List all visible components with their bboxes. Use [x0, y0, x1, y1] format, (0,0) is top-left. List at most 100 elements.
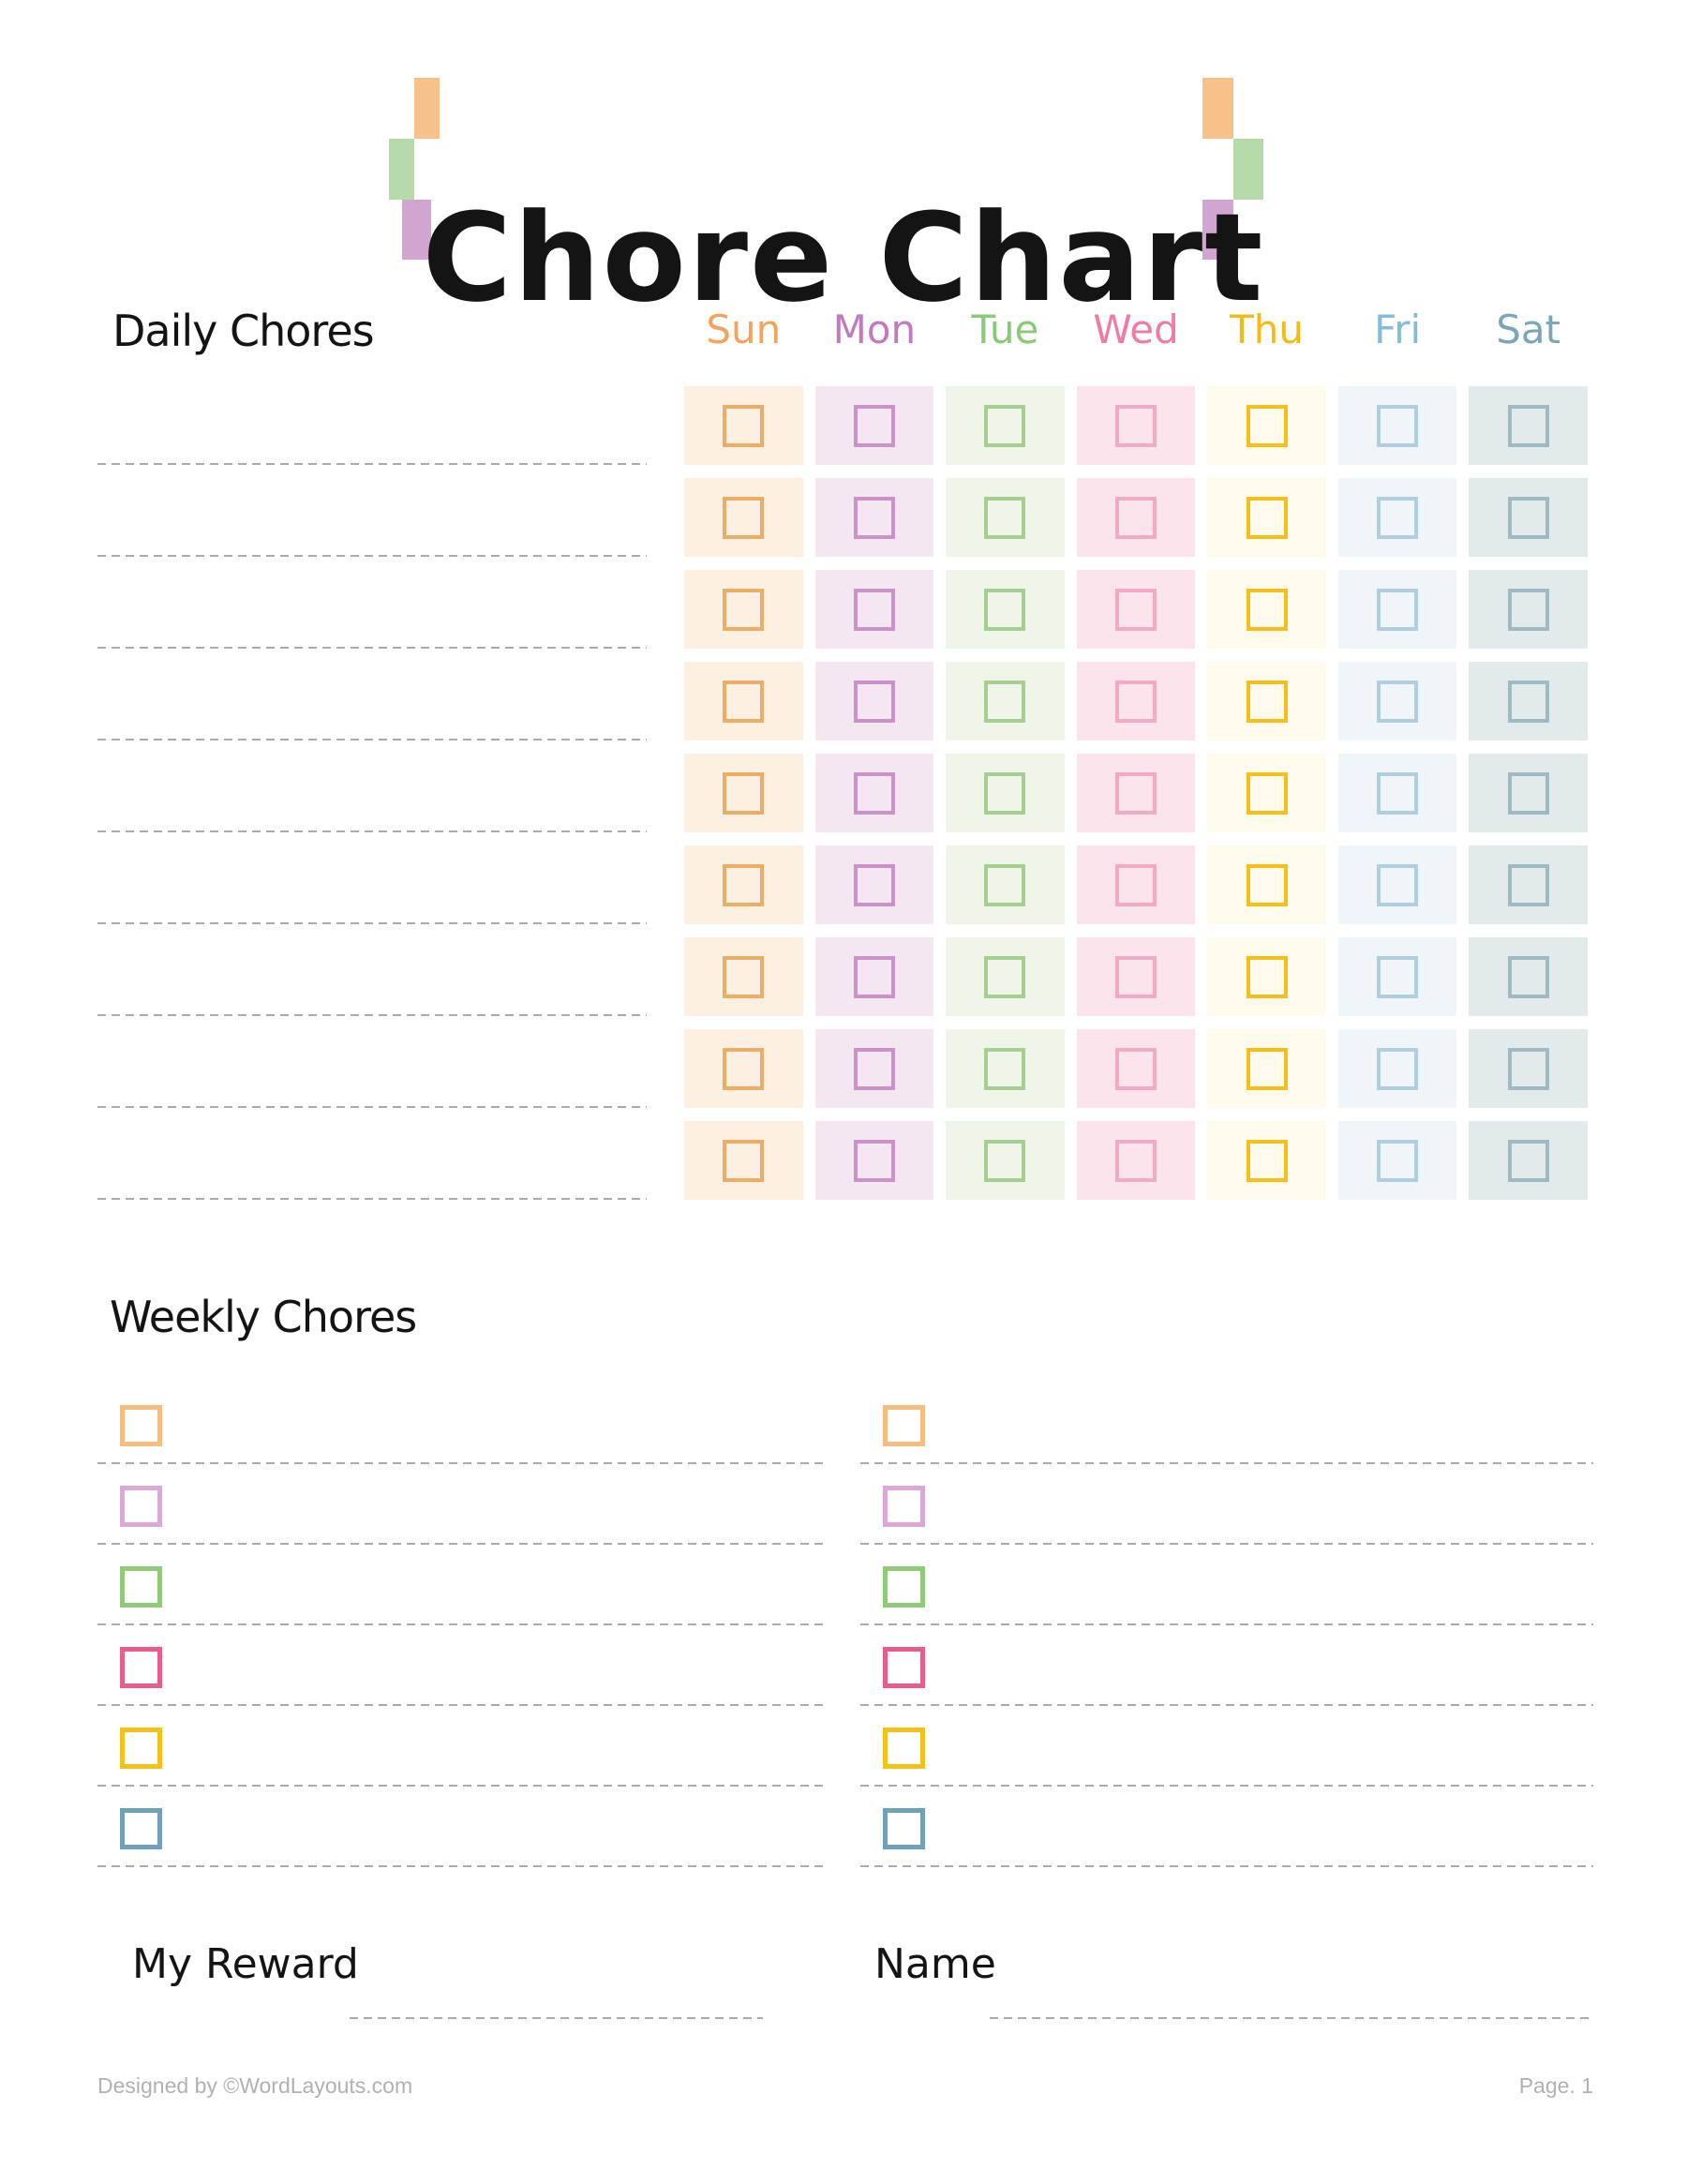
daily-checkbox-thu[interactable]: [1246, 496, 1288, 539]
my-reward-input-line[interactable]: [350, 2017, 763, 2019]
weekly-chore-line[interactable]: [860, 1623, 1593, 1625]
daily-checkbox-wed[interactable]: [1114, 496, 1157, 539]
daily-checkbox-tue[interactable]: [984, 496, 1026, 539]
daily-checkbox-tue[interactable]: [984, 404, 1026, 447]
weekly-chore-line[interactable]: [97, 1623, 825, 1625]
daily-checkbox-fri[interactable]: [1377, 955, 1419, 998]
daily-checkbox-thu[interactable]: [1246, 1139, 1288, 1182]
weekly-checkbox[interactable]: [120, 1808, 162, 1849]
daily-checkbox-fri[interactable]: [1377, 771, 1419, 815]
weekly-chore-line[interactable]: [860, 1785, 1593, 1787]
weekly-checkbox[interactable]: [120, 1647, 162, 1688]
daily-checkbox-mon[interactable]: [853, 771, 895, 815]
daily-checkbox-wed[interactable]: [1114, 955, 1157, 998]
daily-checkbox-sat[interactable]: [1507, 496, 1549, 539]
weekly-checkbox[interactable]: [120, 1405, 162, 1446]
daily-checkbox-sun[interactable]: [723, 771, 765, 815]
daily-chore-line[interactable]: [97, 1106, 647, 1108]
daily-checkbox-fri[interactable]: [1377, 680, 1419, 723]
weekly-chore-line[interactable]: [860, 1704, 1593, 1706]
daily-checkbox-mon[interactable]: [853, 680, 895, 723]
daily-chore-line[interactable]: [97, 463, 647, 465]
weekly-checkbox[interactable]: [120, 1486, 162, 1527]
daily-checkbox-mon[interactable]: [853, 955, 895, 998]
daily-checkbox-wed[interactable]: [1114, 1139, 1157, 1182]
weekly-chore-line[interactable]: [860, 1543, 1593, 1545]
weekly-chore-line[interactable]: [97, 1462, 825, 1464]
daily-chore-line[interactable]: [97, 555, 647, 557]
daily-checkbox-mon[interactable]: [853, 496, 895, 539]
weekly-checkbox[interactable]: [120, 1728, 162, 1769]
daily-cell-wed: [1076, 754, 1196, 832]
weekly-checkbox[interactable]: [883, 1405, 925, 1446]
daily-checkbox-tue[interactable]: [984, 771, 1026, 815]
daily-checkbox-thu[interactable]: [1246, 863, 1288, 906]
daily-checkbox-fri[interactable]: [1377, 496, 1419, 539]
daily-checkbox-thu[interactable]: [1246, 404, 1288, 447]
daily-checkbox-sun[interactable]: [723, 680, 765, 723]
daily-chore-line[interactable]: [97, 739, 647, 740]
weekly-checkbox[interactable]: [883, 1486, 925, 1527]
daily-checkbox-thu[interactable]: [1246, 1047, 1288, 1090]
daily-checkbox-sun[interactable]: [723, 955, 765, 998]
daily-checkbox-sun[interactable]: [723, 588, 765, 631]
daily-checkbox-wed[interactable]: [1114, 680, 1157, 723]
daily-checkbox-fri[interactable]: [1377, 863, 1419, 906]
daily-checkbox-fri[interactable]: [1377, 1047, 1419, 1090]
daily-checkbox-mon[interactable]: [853, 404, 895, 447]
daily-checkbox-mon[interactable]: [853, 1047, 895, 1090]
daily-checkbox-sat[interactable]: [1507, 863, 1549, 906]
daily-checkbox-fri[interactable]: [1377, 1139, 1419, 1182]
daily-checkbox-sat[interactable]: [1507, 404, 1549, 447]
weekly-checkbox[interactable]: [883, 1728, 925, 1769]
daily-checkbox-sun[interactable]: [723, 496, 765, 539]
daily-checkbox-thu[interactable]: [1246, 955, 1288, 998]
weekly-checkbox[interactable]: [883, 1566, 925, 1608]
daily-checkbox-sun[interactable]: [723, 1047, 765, 1090]
weekly-checkbox[interactable]: [883, 1808, 925, 1849]
weekly-chore-line[interactable]: [97, 1865, 825, 1867]
daily-checkbox-tue[interactable]: [984, 1139, 1026, 1182]
daily-checkbox-tue[interactable]: [984, 955, 1026, 998]
daily-checkbox-fri[interactable]: [1377, 588, 1419, 631]
daily-checkbox-tue[interactable]: [984, 1047, 1026, 1090]
daily-checkbox-wed[interactable]: [1114, 588, 1157, 631]
daily-checkbox-sat[interactable]: [1507, 588, 1549, 631]
daily-checkbox-sun[interactable]: [723, 404, 765, 447]
daily-checkbox-tue[interactable]: [984, 680, 1026, 723]
weekly-chore-line[interactable]: [97, 1543, 825, 1545]
daily-chore-line[interactable]: [97, 647, 647, 649]
daily-chore-line[interactable]: [97, 1014, 647, 1016]
daily-chore-line[interactable]: [97, 830, 647, 832]
daily-checkbox-sun[interactable]: [723, 1139, 765, 1182]
daily-checkbox-sat[interactable]: [1507, 771, 1549, 815]
daily-checkbox-wed[interactable]: [1114, 863, 1157, 906]
name-input-line[interactable]: [990, 2017, 1593, 2019]
weekly-chore-line[interactable]: [860, 1865, 1593, 1867]
daily-checkbox-tue[interactable]: [984, 588, 1026, 631]
daily-checkbox-mon[interactable]: [853, 1139, 895, 1182]
weekly-checkbox[interactable]: [883, 1647, 925, 1688]
daily-checkbox-sat[interactable]: [1507, 955, 1549, 998]
daily-checkbox-sat[interactable]: [1507, 1047, 1549, 1090]
daily-checkbox-sat[interactable]: [1507, 680, 1549, 723]
daily-checkbox-sun[interactable]: [723, 863, 765, 906]
daily-checkbox-sat[interactable]: [1507, 1139, 1549, 1182]
daily-checkbox-fri[interactable]: [1377, 404, 1419, 447]
daily-checkbox-wed[interactable]: [1114, 404, 1157, 447]
weekly-checkbox[interactable]: [120, 1566, 162, 1608]
daily-checkbox-thu[interactable]: [1246, 680, 1288, 723]
daily-chore-line[interactable]: [97, 922, 647, 924]
daily-checkbox-thu[interactable]: [1246, 588, 1288, 631]
daily-checkbox-mon[interactable]: [853, 863, 895, 906]
daily-chore-line[interactable]: [97, 1198, 647, 1200]
daily-checkbox-thu[interactable]: [1246, 771, 1288, 815]
weekly-chore-line[interactable]: [860, 1462, 1593, 1464]
daily-checkbox-wed[interactable]: [1114, 771, 1157, 815]
daily-checkbox-mon[interactable]: [853, 588, 895, 631]
daily-cell-mon: [814, 386, 934, 465]
weekly-chore-line[interactable]: [97, 1704, 825, 1706]
daily-checkbox-tue[interactable]: [984, 863, 1026, 906]
daily-checkbox-wed[interactable]: [1114, 1047, 1157, 1090]
weekly-chore-line[interactable]: [97, 1785, 825, 1787]
